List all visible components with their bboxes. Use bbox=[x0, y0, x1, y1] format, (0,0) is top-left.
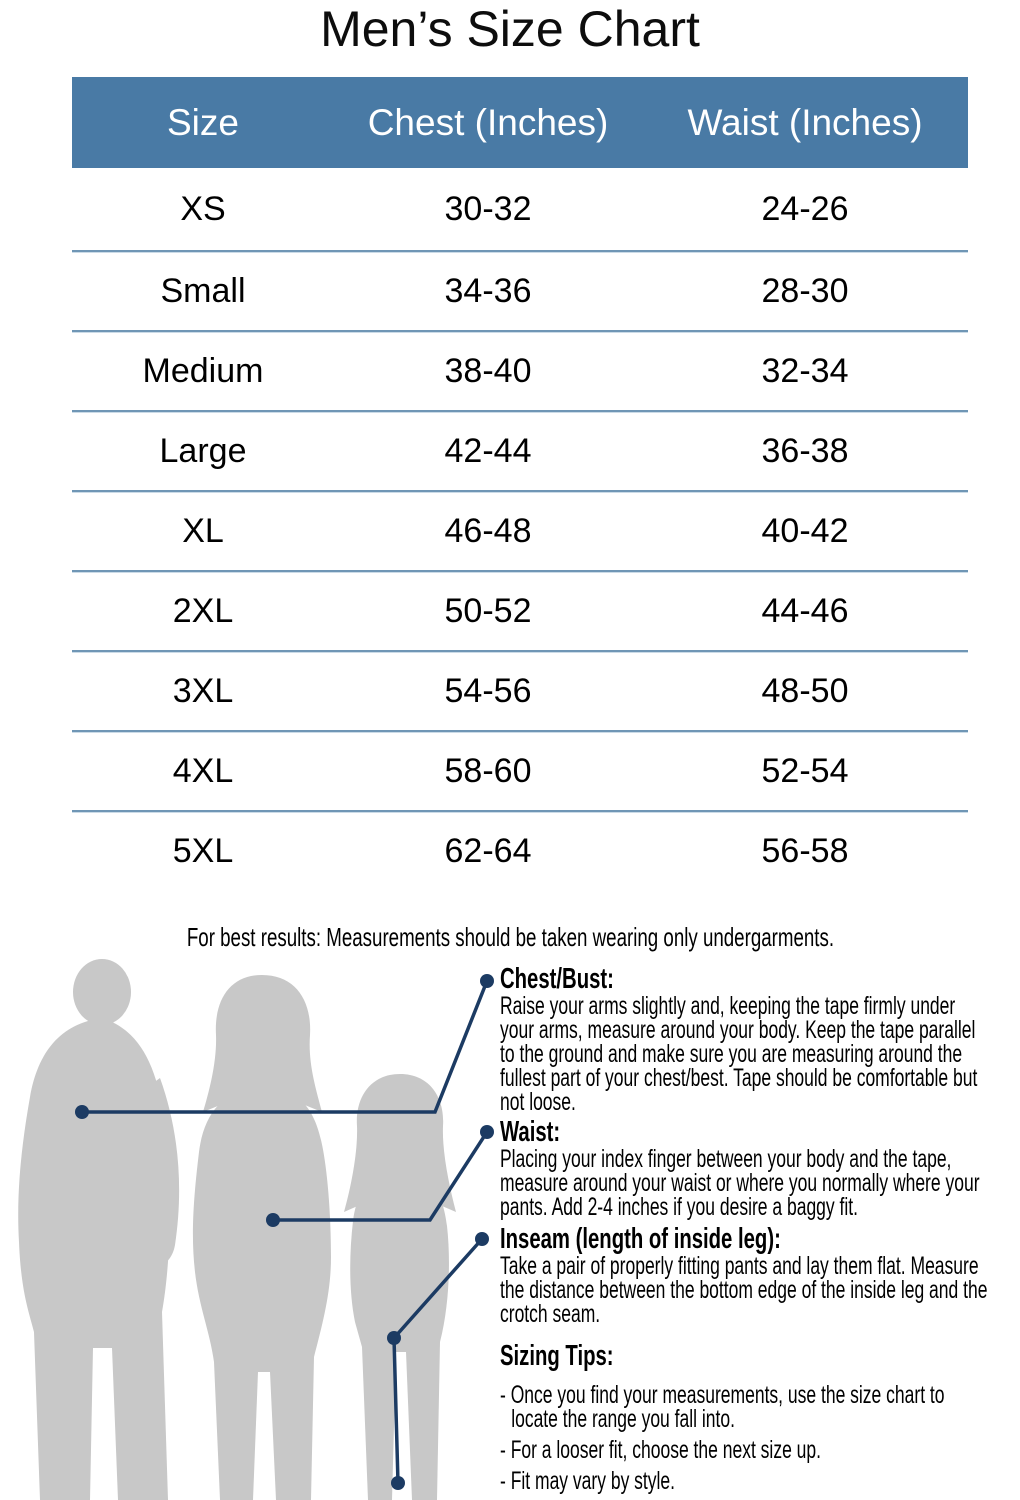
table-cell: 52-54 bbox=[761, 751, 849, 790]
table-row: XS 30-32 24-26 bbox=[72, 168, 968, 252]
table-row: 3XL 54-56 48-50 bbox=[72, 652, 968, 732]
table-cell: 2XL bbox=[172, 591, 234, 630]
table-row: XL 46-48 40-42 bbox=[72, 492, 968, 572]
table-cell: 58-60 bbox=[444, 751, 532, 790]
inseam-label-dot bbox=[475, 1232, 489, 1246]
inseam-body: Take a pair of properly fitting pants an… bbox=[500, 1252, 988, 1328]
sizing-tip-item: - Once you find your measurements, use t… bbox=[500, 1381, 945, 1433]
sizing-tips-heading: Sizing Tips: bbox=[500, 1340, 614, 1372]
table-cell: 54-56 bbox=[444, 671, 532, 710]
table-cell: 44-46 bbox=[761, 591, 849, 630]
waist-label-dot bbox=[480, 1125, 494, 1139]
section-waist: Waist: Placing your index finger between… bbox=[500, 1116, 1000, 1221]
table-cell: 24-26 bbox=[761, 189, 849, 228]
silhouette-man bbox=[18, 959, 180, 1500]
table-cell: 56-58 bbox=[761, 831, 849, 870]
table-cell: 46-48 bbox=[444, 511, 532, 550]
table-cell: 34-36 bbox=[444, 271, 532, 310]
table-cell: XS bbox=[180, 189, 226, 228]
section-chest-bust: Chest/Bust: Raise your arms slightly and… bbox=[500, 963, 1000, 1116]
table-cell: 5XL bbox=[172, 831, 234, 870]
table-row: 4XL 58-60 52-54 bbox=[72, 732, 968, 812]
sizing-tip-item: - For a looser fit, choose the next size… bbox=[500, 1436, 821, 1464]
waist-body: Placing your index finger between your b… bbox=[500, 1145, 980, 1221]
table-header-row: Size Chest (Inches) Waist (Inches) bbox=[72, 77, 968, 168]
table-cell: 62-64 bbox=[444, 831, 532, 870]
silhouette-woman bbox=[192, 975, 331, 1500]
table-cell: XL bbox=[182, 511, 224, 550]
section-sizing-tips: Sizing Tips: - Once you find your measur… bbox=[500, 1340, 1000, 1495]
table-cell: 50-52 bbox=[444, 591, 532, 630]
column-header-chest: Chest (Inches) bbox=[367, 101, 609, 143]
table-cell: 28-30 bbox=[761, 271, 849, 310]
table-cell: 3XL bbox=[172, 671, 234, 710]
waist-leader-line bbox=[273, 1131, 489, 1222]
chest-bust-heading: Chest/Bust: bbox=[500, 963, 614, 995]
table-cell: Large bbox=[159, 431, 247, 470]
table-cell: 4XL bbox=[172, 751, 234, 790]
page-title: Men’s Size Chart bbox=[320, 1, 700, 57]
table-cell: 40-42 bbox=[761, 511, 849, 550]
waist-heading: Waist: bbox=[500, 1116, 561, 1148]
table-row: Medium 38-40 32-34 bbox=[72, 332, 968, 412]
inseam-crotch-dot bbox=[387, 1331, 401, 1345]
inseam-bottom-dot bbox=[391, 1476, 405, 1490]
waist-point-dot bbox=[266, 1213, 280, 1227]
chest-point-dot bbox=[75, 1105, 89, 1119]
table-cell: 32-34 bbox=[761, 351, 849, 390]
table-cell: 42-44 bbox=[444, 431, 532, 470]
table-cell: Small bbox=[160, 271, 246, 310]
table-cell: 48-50 bbox=[761, 671, 849, 710]
sizing-tip-item: - Fit may vary by style. bbox=[500, 1467, 676, 1495]
table-row: 2XL 50-52 44-46 bbox=[72, 572, 968, 652]
column-header-size: Size bbox=[167, 101, 239, 143]
column-header-waist: Waist (Inches) bbox=[687, 101, 923, 143]
table-row: Large 42-44 36-38 bbox=[72, 412, 968, 492]
table-row: Small 34-36 28-30 bbox=[72, 252, 968, 332]
chest-label-dot bbox=[480, 974, 494, 988]
measurement-note: For best results: Measurements should be… bbox=[186, 922, 834, 952]
size-table-body: XS 30-32 24-26 Small 34-36 28-30 Medium 38-40 32… bbox=[72, 168, 968, 890]
table-cell: Medium bbox=[142, 351, 264, 390]
note-row: For best results: Measurements should be… bbox=[0, 922, 1020, 953]
table-row: 5XL 62-64 56-58 bbox=[72, 812, 968, 890]
inseam-heading: Inseam (length of inside leg): bbox=[500, 1223, 781, 1255]
table-cell: 36-38 bbox=[761, 431, 849, 470]
table-cell: 30-32 bbox=[444, 189, 532, 228]
chest-bust-body: Raise your arms slightly and, keeping th… bbox=[500, 992, 978, 1116]
table-cell: 38-40 bbox=[444, 351, 532, 390]
chest-leader-line bbox=[82, 980, 489, 1114]
section-inseam: Inseam (length of inside leg): Take a pa… bbox=[500, 1223, 1000, 1328]
